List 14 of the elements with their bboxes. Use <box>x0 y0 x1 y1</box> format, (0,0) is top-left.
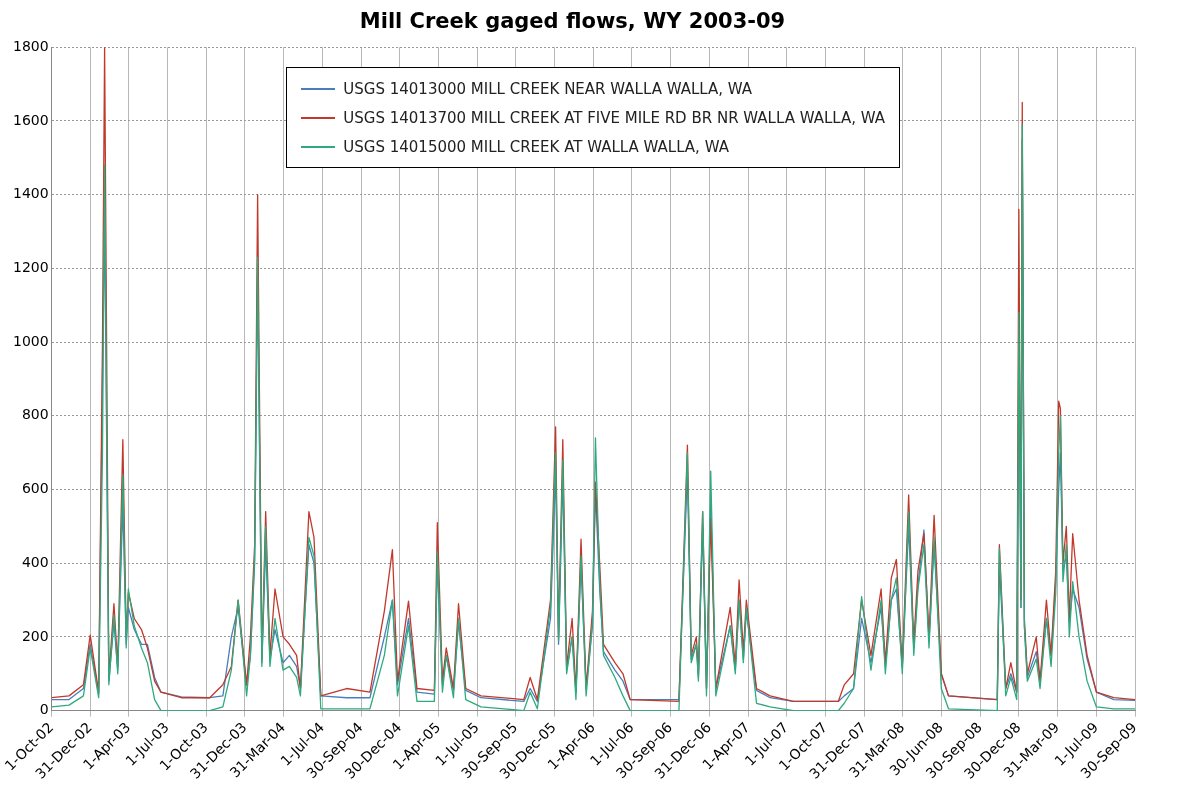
legend-label: USGS 14013700 MILL CREEK AT FIVE MILE RD BR NR WALLA WALLA, WA <box>343 108 886 127</box>
y-tick-label: 600 <box>21 480 49 497</box>
y-tick-label: 1800 <box>12 37 49 54</box>
y-tick-label: 0 <box>39 701 49 718</box>
y-tick-label: 1200 <box>12 258 49 275</box>
y-tick-label: 1000 <box>12 332 49 349</box>
y-tick-label: 800 <box>21 406 49 423</box>
y-tick-label: 200 <box>21 627 49 644</box>
legend-label: USGS 14015000 MILL CREEK AT WALLA WALLA, WA <box>343 137 729 156</box>
y-tick-label: 1400 <box>12 185 49 202</box>
legend-label: USGS 14013000 MILL CREEK NEAR WALLA WALLA, WA <box>343 79 753 98</box>
y-tick-label: 1600 <box>12 111 49 128</box>
y-tick-label: 400 <box>21 553 49 570</box>
chart-title: Mill Creek gaged flows, WY 2003-09 <box>359 9 786 34</box>
